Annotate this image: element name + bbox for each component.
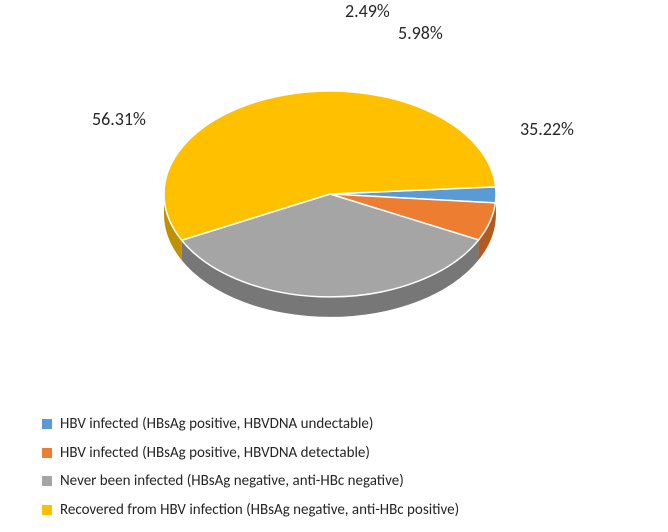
pie-chart-figure: HBV infected (HBsAg positive, HBVDNA und…: [0, 0, 668, 532]
legend-swatch-hbv_detectable: [42, 448, 52, 458]
legend-item-hbv_undetectable: HBV infected (HBsAg positive, HBVDNA und…: [42, 410, 459, 439]
legend-swatch-hbv_undetectable: [42, 419, 52, 429]
pct-label-hbv_undetectable: 2.49%: [345, 0, 390, 22]
pct-label-hbv_detectable: 5.98%: [398, 22, 443, 44]
pct-label-never_infected: 35.22%: [520, 118, 574, 140]
legend-item-hbv_detectable: HBV infected (HBsAg positive, HBVDNA det…: [42, 439, 459, 468]
pct-label-recovered: 56.31%: [92, 108, 146, 130]
legend-label-hbv_undetectable: HBV infected (HBsAg positive, HBVDNA und…: [60, 410, 373, 439]
legend-label-recovered: Recovered from HBV infection (HBsAg nega…: [60, 496, 459, 525]
legend-label-hbv_detectable: HBV infected (HBsAg positive, HBVDNA det…: [60, 439, 370, 468]
legend-swatch-never_infected: [42, 476, 52, 486]
legend-label-never_infected: Never been infected (HBsAg negative, ant…: [60, 467, 404, 496]
legend-swatch-recovered: [42, 505, 52, 515]
legend-item-never_infected: Never been infected (HBsAg negative, ant…: [42, 467, 459, 496]
pie-chart-svg: [0, 0, 668, 400]
legend-item-recovered: Recovered from HBV infection (HBsAg nega…: [42, 496, 459, 525]
legend: HBV infected (HBsAg positive, HBVDNA und…: [42, 410, 459, 524]
